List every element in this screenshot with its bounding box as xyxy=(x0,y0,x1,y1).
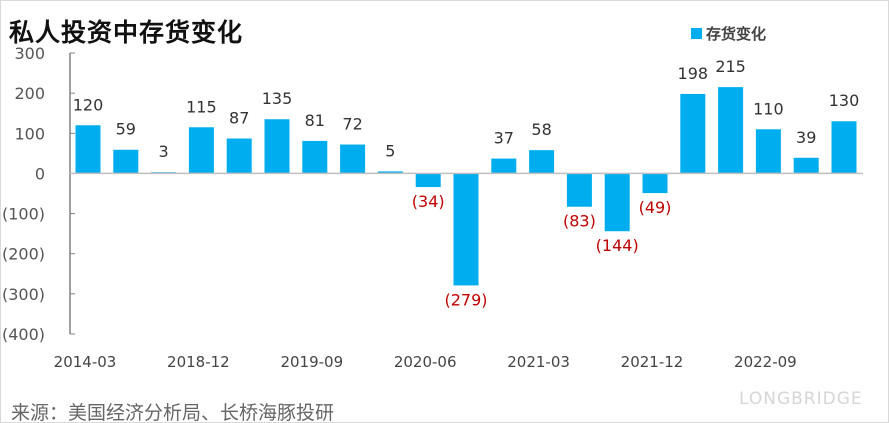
data-label: 120 xyxy=(73,95,104,114)
data-label: 215 xyxy=(715,57,746,76)
source-note: 来源：美国经济分析局、长桥海豚投研 xyxy=(11,402,335,423)
x-tick-label: 2020-06 xyxy=(394,353,457,371)
x-tick-label: 2014-03 xyxy=(54,353,117,371)
bar xyxy=(642,173,668,194)
y-tick-label: (200) xyxy=(2,245,45,264)
bar xyxy=(566,173,592,207)
bar xyxy=(340,144,366,174)
bar xyxy=(453,173,479,286)
x-tick-label: 2018-12 xyxy=(167,353,230,371)
x-tick-label: 2022-09 xyxy=(734,353,797,371)
y-tick-label: 300 xyxy=(14,44,45,63)
y-tick-label: 100 xyxy=(14,124,45,143)
data-label: 198 xyxy=(678,64,709,83)
bar xyxy=(604,173,630,232)
data-label: 135 xyxy=(262,89,293,108)
x-tick-label: 2021-12 xyxy=(621,353,684,371)
bar xyxy=(226,138,252,174)
data-label: 5 xyxy=(385,141,395,160)
y-tick-label: (300) xyxy=(2,285,45,304)
data-label: 39 xyxy=(796,128,816,147)
data-label: 87 xyxy=(229,109,249,128)
data-label: 110 xyxy=(753,99,784,118)
legend: 存货变化 xyxy=(691,23,766,44)
y-tick-label: 0 xyxy=(35,164,45,183)
bar xyxy=(264,119,290,174)
data-label: 81 xyxy=(305,111,325,130)
data-label: 72 xyxy=(342,115,362,134)
legend-label: 存货变化 xyxy=(706,25,767,43)
data-label: (144) xyxy=(596,236,639,255)
legend-swatch xyxy=(691,28,702,39)
bar xyxy=(755,129,781,174)
bar xyxy=(377,171,403,174)
data-label: (83) xyxy=(563,212,596,231)
bar xyxy=(113,149,139,174)
bar xyxy=(415,173,441,188)
bar xyxy=(718,87,744,174)
data-label: (279) xyxy=(444,290,487,309)
bar xyxy=(75,125,101,174)
watermark-logo: LONGBRIDGE xyxy=(739,389,863,409)
bar xyxy=(529,150,555,174)
data-label: 37 xyxy=(494,129,514,148)
data-label: 58 xyxy=(531,120,551,139)
bar xyxy=(302,140,328,174)
x-tick-label: 2021-03 xyxy=(507,353,570,371)
data-label: (34) xyxy=(412,192,445,211)
data-label: 130 xyxy=(829,91,860,110)
y-tick-label: 200 xyxy=(14,84,45,103)
bar xyxy=(793,157,819,174)
chart-title: 私人投资中存货变化 xyxy=(9,18,244,47)
bar xyxy=(188,127,214,174)
y-tick-label: (400) xyxy=(2,325,45,344)
y-tick-label: (100) xyxy=(2,205,45,224)
bar xyxy=(491,158,517,174)
bar xyxy=(831,121,857,174)
data-label: 3 xyxy=(159,142,169,161)
x-tick-label: 2019-09 xyxy=(280,353,343,371)
data-label: (49) xyxy=(639,198,672,217)
data-label: 59 xyxy=(116,120,136,139)
data-label: 115 xyxy=(186,97,217,116)
bar xyxy=(680,93,706,174)
